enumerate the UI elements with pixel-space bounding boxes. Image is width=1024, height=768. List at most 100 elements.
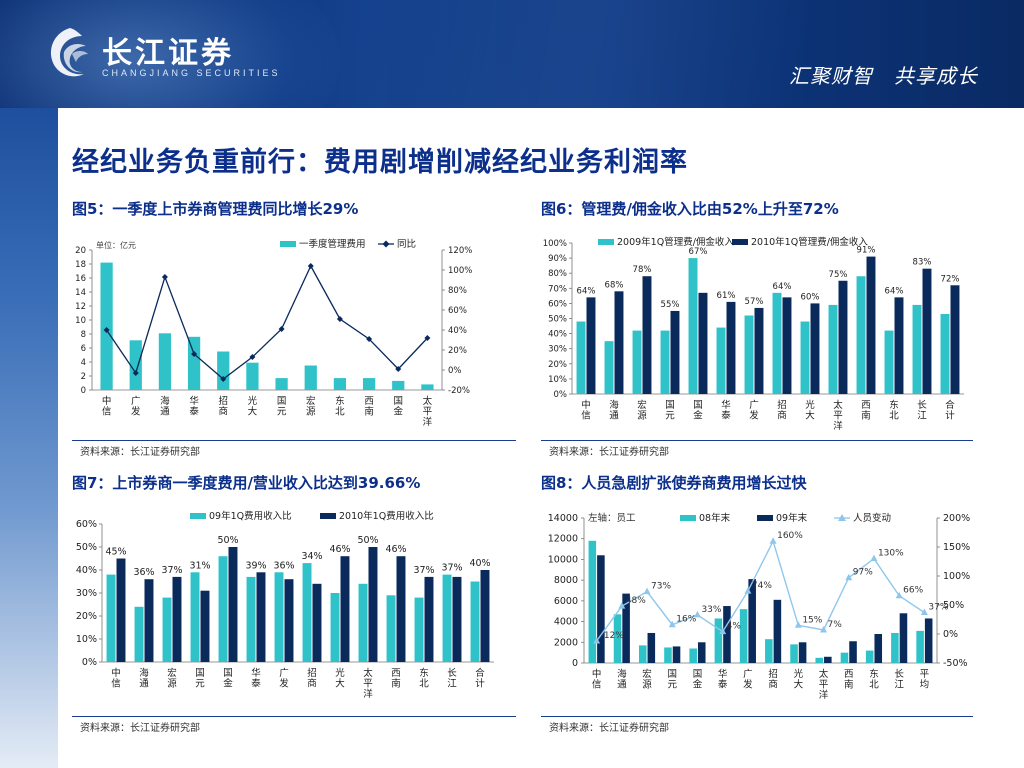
fig7-bar-series2 [284, 579, 294, 662]
fig8-left-tick-label: 12000 [548, 534, 578, 545]
fig7-x-tick-label: 西南 [391, 668, 401, 690]
fig7-x-tick-label: 华泰 [251, 667, 261, 690]
fig5-left-tick-label: 12 [75, 302, 86, 312]
fig5-line-point [307, 263, 314, 269]
fig8-x-tick-label: 招商 [768, 668, 778, 691]
fig7-bar-series1 [386, 595, 396, 662]
fig8-data-label: 48% [626, 596, 646, 606]
fig6-y-tick-label: 0% [554, 390, 568, 400]
fig5-bar [421, 384, 434, 390]
fig6-data-label: 68% [605, 280, 624, 290]
fig5-right-tick-label: -20% [448, 386, 470, 396]
fig6-x-tick-label: 中信 [581, 399, 591, 422]
fig6-y-tick-label: 100% [543, 239, 567, 249]
fig6-bar-series2 [754, 307, 764, 394]
fig7-data-label: 37% [161, 565, 182, 576]
fig5-left-tick-label: 20 [75, 246, 86, 256]
fig7-data-label: 40% [469, 558, 490, 569]
fig8-line-point [618, 602, 626, 609]
fig6-x-tick-label: 东北 [889, 399, 899, 422]
fig6-data-label: 64% [885, 286, 904, 296]
fig8-data-label: 130% [878, 549, 904, 559]
fig8-bar-08 [865, 650, 874, 663]
fig8-data-label: 73% [651, 582, 671, 592]
fig8-x-tick-label: 长江 [894, 668, 904, 691]
fig5-bar [304, 365, 317, 390]
fig6-source: 资料来源：长江证券研究部 [549, 447, 669, 458]
fig6-bar-series2 [922, 268, 932, 394]
fig8-x-tick-label: 太平洋 [819, 668, 829, 701]
fig6-bar-series2 [838, 280, 848, 394]
fig6-bar-series1 [940, 313, 950, 394]
fig8-chart: 0 2000 4000 6000 8000 10000 12000 14000 -50% 0% 50… [548, 512, 970, 701]
fig7-bar-series2 [116, 558, 126, 662]
fig5-separator [72, 440, 516, 441]
fig8-bar-09 [924, 618, 933, 663]
fig8-bar-08 [815, 657, 824, 663]
fig8-x-tick-label: 东北 [869, 668, 879, 691]
fig8-legend-line-marker [838, 514, 846, 521]
fig6-bar-series1 [604, 341, 614, 394]
fig7-bar-series1 [274, 572, 284, 662]
fig5-right-tick-label: 20% [448, 346, 467, 356]
fig8-data-label: 16% [676, 615, 696, 625]
fig6-y-tick-label: 50% [548, 315, 567, 325]
fig7-data-label: 37% [413, 565, 434, 576]
fig8-legend-09-label: 09年末 [776, 512, 808, 524]
fig5-bar [100, 262, 113, 390]
fig6-bar-series1 [576, 321, 586, 394]
fig7-data-label: 37% [441, 563, 462, 574]
fig7-bar-series2 [228, 547, 238, 662]
fig7-data-label: 36% [273, 560, 294, 571]
fig6-y-tick-label: 10% [548, 375, 567, 385]
fig8-line-point [920, 608, 928, 616]
fig5-line-point [132, 370, 139, 376]
fig5-right-tick-label: 0% [448, 366, 462, 376]
fig6-data-label: 72% [941, 274, 960, 284]
fig5-line-point [161, 274, 168, 280]
fig8-bar-08 [916, 630, 924, 663]
fig5-right-tick-label: 100% [448, 266, 472, 276]
fig7-bar-series1 [470, 581, 480, 662]
fig6-y-tick-label: 20% [548, 360, 567, 370]
fig8-bar-09 [849, 641, 857, 663]
fig8-right-tick-label: 0% [943, 629, 958, 640]
fig8-data-label: 74% [752, 581, 772, 591]
fig5-line-point [366, 336, 373, 342]
fig8-line-point [895, 591, 903, 599]
fig8-bar-09 [672, 646, 681, 663]
fig5-legend-bar-label: 一季度管理费用 [299, 238, 366, 250]
fig8-x-tick-label: 海通 [617, 668, 627, 691]
fig8-x-tick-label: 平均 [920, 669, 930, 691]
fig5-x-tick-label: 西南 [364, 396, 374, 418]
fig8-x-tick-label: 广发 [743, 668, 753, 691]
fig8-line-point [668, 620, 676, 628]
fig7-bar-series2 [172, 576, 182, 662]
fig8-data-label: 97% [853, 568, 873, 578]
fig8-data-label: 37% [928, 603, 948, 613]
fig7-x-tick-label: 广发 [279, 667, 289, 690]
fig6-data-label: 61% [717, 291, 736, 301]
fig8-left-tick-label: 4000 [554, 617, 578, 628]
fig5-x-tick-label: 宏源 [306, 395, 316, 418]
fig5-right-tick-label: 120% [448, 246, 472, 256]
fig7-x-tick-label: 太平洋 [363, 667, 373, 700]
fig6-separator [541, 440, 973, 441]
fig8-bar-08 [638, 645, 647, 663]
fig5-left-tick-label: 6 [81, 344, 86, 354]
fig5-x-tick-label: 国元 [277, 396, 287, 418]
fig8-data-label: -12% [601, 631, 625, 641]
fig5-left-tick-label: 0 [81, 386, 86, 396]
fig7-x-tick-label: 光大 [335, 667, 345, 690]
fig5-legend-line-label: 同比 [397, 238, 416, 250]
fig6-legend-series1-swatch [598, 239, 614, 245]
logo-name: 长江证券 [102, 36, 234, 71]
fig6-x-tick-label: 光大 [805, 399, 815, 422]
fig8-bar-09 [798, 642, 807, 663]
fig5-x-tick-label: 光大 [248, 395, 258, 418]
fig7-source: 资料来源：长江证券研究部 [80, 723, 200, 734]
fig7-x-tick-label: 合计 [475, 667, 485, 690]
fig7-bar-series1 [190, 572, 200, 662]
fig8-legend-09-swatch [757, 515, 773, 521]
fig8-data-label: 15% [802, 615, 822, 625]
